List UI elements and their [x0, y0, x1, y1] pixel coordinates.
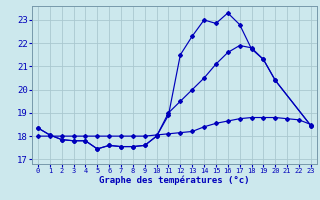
X-axis label: Graphe des températures (°c): Graphe des températures (°c): [99, 176, 250, 185]
